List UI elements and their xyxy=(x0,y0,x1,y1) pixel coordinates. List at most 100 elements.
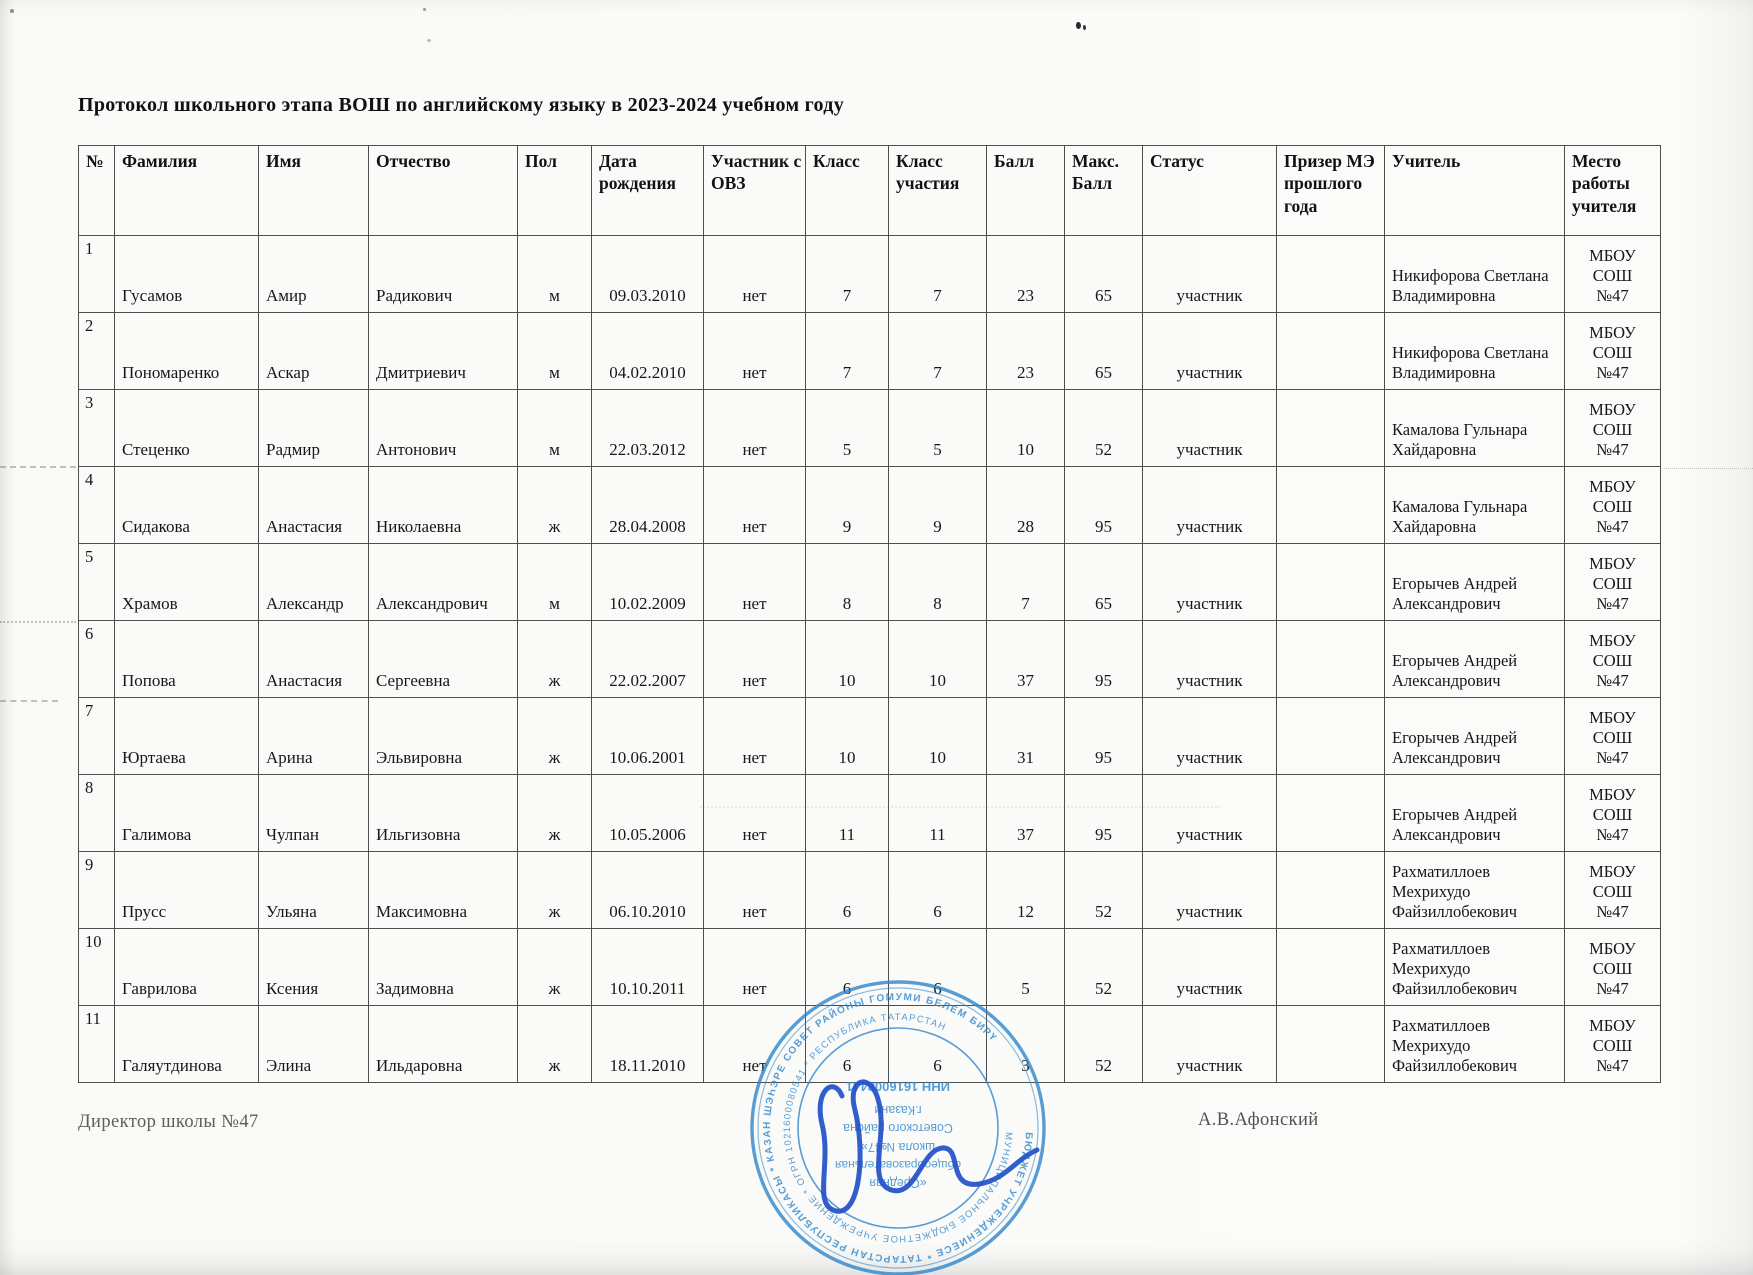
scan-margin-mark xyxy=(0,621,76,623)
cell-ovz: нет xyxy=(703,620,806,698)
cell-number: 1 xyxy=(78,235,115,313)
cell-max-score: 95 xyxy=(1064,774,1143,852)
cell-status: участник xyxy=(1142,312,1277,390)
table-header: № Фамилия Имя Отчество Пол Дата рождения… xyxy=(78,145,1661,236)
cell-number: 3 xyxy=(78,389,115,467)
cell-score: 7 xyxy=(986,543,1065,621)
cell-participation-grade: 6 xyxy=(888,851,987,929)
cell-lastname: Юртаева xyxy=(114,697,259,775)
cell-grade: 7 xyxy=(805,312,889,390)
cell-status: участник xyxy=(1142,851,1277,929)
cell-teacher-workplace: МБОУ СОШ №47 xyxy=(1564,235,1661,313)
cell-birthdate: 10.02.2009 xyxy=(591,543,704,621)
cell-status: участник xyxy=(1142,466,1277,544)
protocol-table: № Фамилия Имя Отчество Пол Дата рождения… xyxy=(78,145,1661,1083)
cell-participation-grade: 10 xyxy=(888,697,987,775)
cell-firstname: Амир xyxy=(258,235,369,313)
cell-grade: 5 xyxy=(805,389,889,467)
cell-teacher: Никифорова Светлана Владимировна xyxy=(1384,235,1565,313)
table-row: 1 Гусамов Амир Радикович м 09.03.2010 не… xyxy=(78,235,1661,313)
col-header-prize: Призер МЭ прошлого года xyxy=(1276,145,1385,236)
cell-birthdate: 22.02.2007 xyxy=(591,620,704,698)
cell-sex: ж xyxy=(517,466,592,544)
cell-score: 31 xyxy=(986,697,1065,775)
cell-participation-grade: 6 xyxy=(888,1005,987,1083)
cell-prize xyxy=(1276,1005,1385,1083)
cell-score: 37 xyxy=(986,774,1065,852)
cell-lastname: Галяутдинова xyxy=(114,1005,259,1083)
cell-status: участник xyxy=(1142,774,1277,852)
cell-teacher-workplace: МБОУ СОШ №47 xyxy=(1564,389,1661,467)
cell-firstname: Анастасия xyxy=(258,620,369,698)
cell-middlename: Дмитриевич xyxy=(368,312,518,390)
cell-grade: 10 xyxy=(805,620,889,698)
cell-score: 12 xyxy=(986,851,1065,929)
cell-status: участник xyxy=(1142,389,1277,467)
cell-lastname: Гусамов xyxy=(114,235,259,313)
cell-max-score: 65 xyxy=(1064,235,1143,313)
col-header-middlename: Отчество xyxy=(368,145,518,236)
cell-teacher: Рахматиллоев Мехрихудо Файзиллобекович xyxy=(1384,1005,1565,1083)
cell-teacher: Камалова Гульнара Хайдаровна xyxy=(1384,466,1565,544)
cell-firstname: Ксения xyxy=(258,928,369,1006)
cell-ovz: нет xyxy=(703,312,806,390)
cell-firstname: Арина xyxy=(258,697,369,775)
cell-birthdate: 10.06.2001 xyxy=(591,697,704,775)
cell-teacher-workplace: МБОУ СОШ №47 xyxy=(1564,928,1661,1006)
scan-speck xyxy=(1076,22,1081,29)
cell-middlename: Сергеевна xyxy=(368,620,518,698)
cell-prize xyxy=(1276,928,1385,1006)
cell-teacher: Егорычев Андрей Александрович xyxy=(1384,774,1565,852)
col-header-status: Статус xyxy=(1142,145,1277,236)
cell-participation-grade: 7 xyxy=(888,235,987,313)
col-header-score: Балл xyxy=(986,145,1065,236)
cell-firstname: Ульяна xyxy=(258,851,369,929)
cell-participation-grade: 6 xyxy=(888,928,987,1006)
cell-teacher: Никифорова Светлана Владимировна xyxy=(1384,312,1565,390)
cell-score: 3 xyxy=(986,1005,1065,1083)
cell-firstname: Чулпан xyxy=(258,774,369,852)
cell-score: 10 xyxy=(986,389,1065,467)
table-row: 3 Стеценко Радмир Антонович м 22.03.2012… xyxy=(78,389,1661,467)
table-row: 6 Попова Анастасия Сергеевна ж 22.02.200… xyxy=(78,620,1661,698)
cell-ovz: нет xyxy=(703,928,806,1006)
cell-status: участник xyxy=(1142,928,1277,1006)
table-row: 8 Галимова Чулпан Ильгизовна ж 10.05.200… xyxy=(78,774,1661,852)
cell-grade: 11 xyxy=(805,774,889,852)
cell-teacher-workplace: МБОУ СОШ №47 xyxy=(1564,1005,1661,1083)
cell-teacher: Рахматиллоев Мехрихудо Файзиллобекович xyxy=(1384,928,1565,1006)
col-header-lastname: Фамилия xyxy=(114,145,259,236)
cell-prize xyxy=(1276,466,1385,544)
scan-margin-mark xyxy=(0,700,58,702)
col-header-participation-grade: Класс участия xyxy=(888,145,987,236)
cell-status: участник xyxy=(1142,543,1277,621)
cell-status: участник xyxy=(1142,620,1277,698)
cell-prize xyxy=(1276,235,1385,313)
cell-score: 37 xyxy=(986,620,1065,698)
table-row: 10 Гаврилова Ксения Задимовна ж 10.10.20… xyxy=(78,928,1661,1006)
scan-speck xyxy=(427,39,431,42)
cell-grade: 10 xyxy=(805,697,889,775)
cell-grade: 8 xyxy=(805,543,889,621)
cell-firstname: Анастасия xyxy=(258,466,369,544)
cell-birthdate: 10.10.2011 xyxy=(591,928,704,1006)
signature xyxy=(817,1079,1040,1214)
table-row: 2 Пономаренко Аскар Дмитриевич м 04.02.2… xyxy=(78,312,1661,390)
scan-faint-line xyxy=(700,806,1220,808)
cell-prize xyxy=(1276,620,1385,698)
col-header-birthdate: Дата рождения xyxy=(591,145,704,236)
document-title: Протокол школьного этапа ВОШ по английск… xyxy=(78,94,844,116)
cell-number: 6 xyxy=(78,620,115,698)
header-row: № Фамилия Имя Отчество Пол Дата рождения… xyxy=(78,145,1661,236)
col-header-grade: Класс xyxy=(805,145,889,236)
cell-max-score: 52 xyxy=(1064,928,1143,1006)
cell-max-score: 95 xyxy=(1064,697,1143,775)
cell-teacher: Егорычев Андрей Александрович xyxy=(1384,620,1565,698)
stamp-center-line-1: «Средняя xyxy=(869,1176,926,1190)
cell-lastname: Пономаренко xyxy=(114,312,259,390)
cell-max-score: 95 xyxy=(1064,620,1143,698)
table-row: 7 Юртаева Арина Эльвировна ж 10.06.2001 … xyxy=(78,697,1661,775)
cell-score: 23 xyxy=(986,312,1065,390)
cell-sex: ж xyxy=(517,774,592,852)
